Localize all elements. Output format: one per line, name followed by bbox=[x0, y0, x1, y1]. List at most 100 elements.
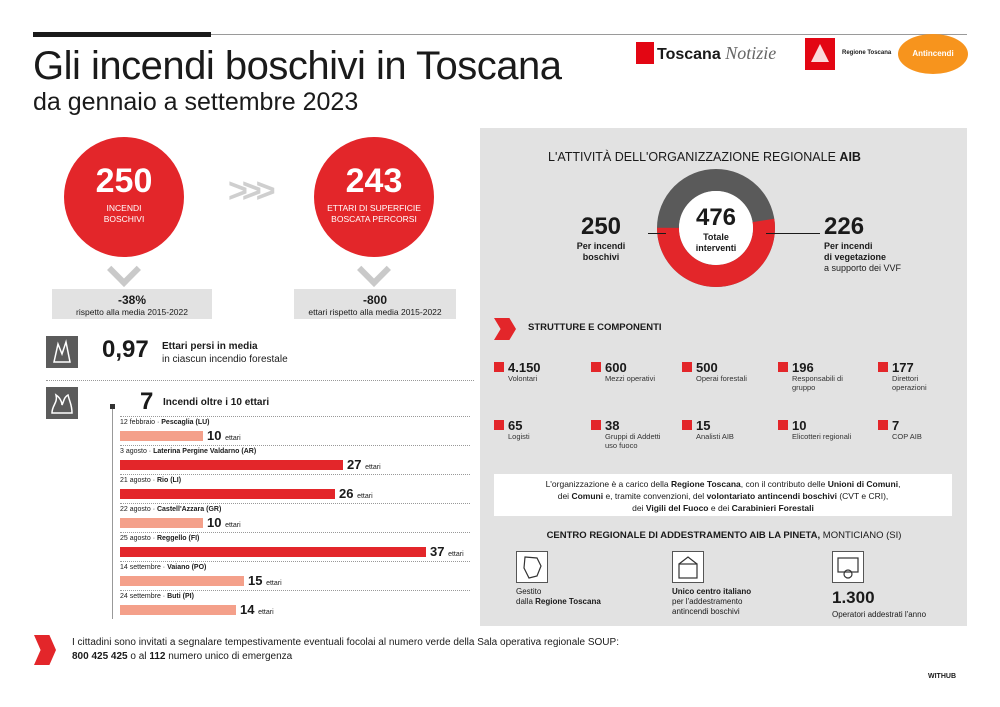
avg-title: Ettari persi in media bbox=[162, 341, 258, 352]
ettari-value: 243 bbox=[345, 162, 403, 200]
fire-label: 12 febbraio · Pescaglia (LU) bbox=[120, 419, 210, 426]
fire-label: 25 agosto · Reggello (FI) bbox=[120, 535, 200, 542]
forest-fire-icon bbox=[46, 336, 78, 368]
component-marker bbox=[878, 420, 888, 430]
component-marker bbox=[778, 362, 788, 372]
component-value: 177 bbox=[892, 360, 914, 375]
fire-label: 14 settembre · Vaiano (PO) bbox=[120, 564, 207, 571]
component-value: 500 bbox=[696, 360, 718, 375]
big-fires-value: 7 bbox=[140, 388, 154, 415]
fire-bar bbox=[120, 489, 335, 499]
row-divider bbox=[120, 445, 470, 446]
donut-segment-boschivi bbox=[657, 169, 775, 287]
center-managed: Gestito dalla Regione Toscana bbox=[516, 587, 601, 606]
total-value: 476 bbox=[695, 204, 737, 231]
row-divider bbox=[120, 590, 470, 591]
row-divider bbox=[120, 474, 470, 475]
component-marker bbox=[494, 362, 504, 372]
regione-toscana-crest-icon bbox=[805, 38, 835, 70]
fire-bar bbox=[120, 431, 203, 441]
building-icon bbox=[672, 551, 704, 583]
component-value: 10 bbox=[792, 418, 807, 433]
divider bbox=[46, 380, 474, 381]
certificate-icon bbox=[832, 551, 864, 583]
connector-right bbox=[766, 233, 820, 234]
ettari-delta-box: -800 ettari rispetto alla media 2015-202… bbox=[294, 289, 456, 319]
incendi-value: 250 bbox=[95, 162, 153, 200]
component-value: 38 bbox=[605, 418, 620, 433]
incendi-label: INCENDI BOSCHIVI bbox=[103, 203, 145, 224]
donut-hole bbox=[679, 191, 753, 265]
tuscany-map-icon bbox=[516, 551, 548, 583]
fire-bar bbox=[120, 460, 343, 470]
component-value: 65 bbox=[508, 418, 523, 433]
fire-bar bbox=[120, 547, 426, 557]
vegetazione-label-2: di vegetazione bbox=[824, 252, 887, 262]
component-marker bbox=[778, 420, 788, 430]
incendi-delta-value: -38% bbox=[117, 293, 146, 307]
chevron-down-icon bbox=[107, 253, 141, 287]
fire-value: 27 ettari bbox=[347, 457, 381, 472]
component-label: Mezzi operativi bbox=[605, 374, 656, 383]
boschivi-value: 250 bbox=[580, 213, 622, 240]
center-unique: Unico centro italiano per l'addestrament… bbox=[672, 587, 752, 616]
flames-icon bbox=[46, 387, 78, 419]
row-divider bbox=[120, 561, 470, 562]
vegetazione-value: 226 bbox=[824, 213, 865, 240]
vegetazione-block: 226 Per incendi di vegetazione a support… bbox=[824, 213, 901, 274]
org-note: L'organizzazione è a carico della Region… bbox=[494, 474, 952, 516]
chevrons-arrow: >>> bbox=[228, 172, 276, 210]
credit: WITHUB bbox=[928, 673, 956, 680]
component-marker bbox=[878, 362, 888, 372]
page-subtitle: da gennaio a settembre 2023 bbox=[33, 88, 359, 116]
fire-bar bbox=[120, 576, 244, 586]
fire-value: 15 ettari bbox=[248, 573, 282, 588]
total-block: 476 Totale interventi bbox=[666, 204, 766, 254]
component-label: Volontari bbox=[508, 374, 538, 383]
connector-left bbox=[648, 233, 666, 234]
top-rule bbox=[33, 32, 211, 37]
aib-logo: Antincendi boschivi bbox=[898, 34, 968, 74]
incendi-circle: 250 INCENDI BOSCHIVI bbox=[64, 137, 184, 257]
chevron-down-icon bbox=[357, 253, 391, 287]
footer-text: I cittadini sono invitati a segnalare te… bbox=[72, 637, 619, 662]
component-label: Responsabili di gruppo bbox=[792, 374, 843, 392]
boschivi-label-1: Per incendi bbox=[576, 241, 626, 251]
fire-label: 24 settembre · Buti (PI) bbox=[120, 593, 194, 600]
timeline-dot bbox=[110, 404, 115, 409]
component-label: Elicotteri regionali bbox=[792, 432, 852, 441]
ettari-delta-value: -800 bbox=[362, 293, 388, 307]
top-line bbox=[211, 34, 967, 35]
fire-value: 10 ettari bbox=[207, 515, 241, 530]
row-divider bbox=[120, 532, 470, 533]
trained-value: 1.300 bbox=[832, 588, 875, 607]
ettari-circle: 243 ETTARI DI SUPERFICIE BOSCATA PERCORS… bbox=[314, 137, 434, 257]
component-marker bbox=[682, 420, 692, 430]
avg-value: 0,97 bbox=[102, 336, 149, 363]
component-label: Gruppi di Addetti uso fuoco bbox=[605, 432, 661, 450]
component-value: 600 bbox=[605, 360, 627, 375]
fire-value: 37 ettari bbox=[430, 544, 464, 559]
fire-value: 26 ettari bbox=[339, 486, 373, 501]
component-marker bbox=[591, 362, 601, 372]
component-label: COP AIB bbox=[892, 432, 922, 441]
ettari-delta-label: ettari rispetto alla media 2015-2022 bbox=[308, 307, 442, 317]
component-label: Logisti bbox=[508, 432, 530, 441]
component-value: 15 bbox=[696, 418, 711, 433]
panel-title: L'ATTIVITÀ DELL'ORGANIZZAZIONE REGIONALE… bbox=[548, 150, 861, 164]
avg-desc: in ciascun incendio forestale bbox=[162, 354, 288, 365]
fire-value: 10 ettari bbox=[207, 428, 241, 443]
ettari-label: ETTARI DI SUPERFICIE BOSCATA PERCORSI bbox=[327, 203, 421, 224]
component-value: 4.150 bbox=[508, 360, 541, 375]
incendi-delta-box: -38% rispetto alla media 2015-2022 bbox=[52, 289, 212, 319]
center-title: CENTRO REGIONALE DI ADDESTRAMENTO AIB LA… bbox=[546, 530, 902, 541]
toscana-flag-icon bbox=[636, 42, 654, 64]
boschivi-block: 250 Per incendi boschivi bbox=[556, 213, 646, 263]
section-title: STRUTTURE E COMPONENTI bbox=[528, 322, 662, 333]
row-divider bbox=[120, 416, 470, 417]
big-fires-title: Incendi oltre i 10 ettari bbox=[163, 397, 270, 408]
incendi-delta-label: rispetto alla media 2015-2022 bbox=[76, 307, 188, 317]
total-label-1: Totale bbox=[703, 232, 729, 242]
footer-arrow-icon bbox=[34, 635, 56, 665]
component-label: Analisti AIB bbox=[696, 432, 734, 441]
